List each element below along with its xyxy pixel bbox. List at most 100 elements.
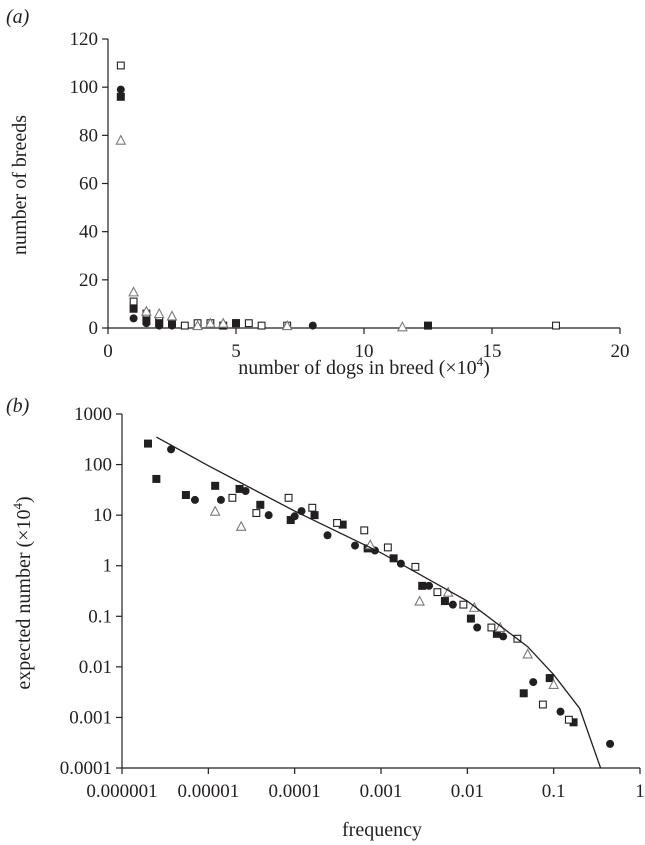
panel-a-y-tick-labels: 0 20 40 60 80 100 120: [70, 29, 99, 339]
panel-a-label: (a): [6, 6, 30, 28]
panel-a-y-tick-label: 120: [70, 29, 99, 50]
panel-a-open-square-point: [129, 297, 138, 306]
panel-b-filled-square-point: [310, 511, 319, 520]
panel-a-open-square-point: [116, 61, 125, 70]
panel-b-x-tick-label: 0.01: [451, 781, 484, 802]
panel-b-filled-circle-point: [448, 600, 457, 609]
panel-a-filled-square-point: [116, 92, 125, 101]
panel-b-filled-circle-point: [529, 678, 538, 687]
panel-b-open-triangle-point: [414, 595, 426, 606]
panel-a-y-tick-label: 100: [70, 77, 99, 98]
panel-a-x-tick-label: 20: [611, 341, 630, 362]
panel-a-filled-square-point: [232, 319, 240, 328]
panel-a-open-triangle-point: [281, 319, 293, 331]
panel-b-y-tick-label: 100: [84, 455, 113, 476]
panel-b-filled-circle-point: [241, 487, 250, 496]
panel-b-filled-square-point: [143, 439, 152, 448]
panel-b-open-square-point: [459, 600, 468, 609]
panel-b-y-axis-label: expected number (×104): [10, 496, 35, 689]
panel-b-open-triangle-point: [468, 601, 480, 612]
panel-b-open-square-point: [308, 503, 317, 512]
panel-b-open-square-point: [333, 519, 342, 527]
panel-a-open-triangle-point: [217, 317, 229, 328]
panel-a-x-tick-label: 5: [231, 341, 241, 362]
panel-b-open-square-point: [411, 562, 420, 571]
panel-a-axes: [102, 38, 621, 334]
panel-b-filled-circle-point: [556, 707, 565, 716]
panel-b-filled-circle-point: [351, 541, 360, 550]
panel-b-filled-square-point: [418, 581, 427, 590]
panel-a-open-triangle-point: [115, 134, 127, 145]
panel-b-open-triangle-point: [548, 678, 560, 689]
panel-b-open-square-point: [487, 623, 496, 632]
panel-b-open-square-point: [538, 700, 547, 709]
panel-b-y-tick-label: 0.1: [88, 606, 112, 627]
panel-a-open-triangle-point: [396, 321, 408, 332]
panel-b-filled-square-point: [211, 481, 220, 490]
panel-b-filled-circle-point: [473, 623, 482, 632]
panel-b-filled-circle-point: [216, 495, 225, 504]
panel-b-filled-circle-point: [425, 581, 434, 590]
panel-a-y-tick-label: 20: [79, 270, 98, 291]
panel-a-open-triangle-point: [128, 286, 140, 297]
panel-b-filled-circle-point: [190, 495, 199, 504]
panel-b-open-square-point: [284, 493, 293, 502]
panel-b-filled-circle-point: [606, 739, 615, 748]
panel-b-x-axis-label: frequency: [342, 819, 422, 841]
panel-b-y-tick-label: 10: [93, 505, 112, 526]
panel-b-open-square-point: [564, 715, 573, 724]
panel-a-filled-circle-point: [116, 85, 125, 94]
panel-b-y-tick-labels: 0.0001 0.001 0.01 0.1 1 10 100 1000: [60, 404, 112, 779]
panel-b-x-tick-label: 0.001: [360, 781, 403, 802]
panel-a: (a) 0 5 10 15 20 0 20 40 60 80 100 120 number of d…: [6, 6, 630, 379]
panel-b-axes: [116, 413, 641, 774]
panel-a-x-tick-labels: 0 5 10 15 20: [103, 341, 629, 362]
panel-a-x-tick-label: 15: [483, 341, 502, 362]
panel-a-open-triangle-point: [192, 319, 204, 331]
panel-b-filled-circle-point: [167, 445, 176, 454]
panel-a-filled-square-point: [155, 319, 164, 328]
panel-a-x-axis-label: number of dogs in breed (×104): [238, 354, 490, 379]
panel-b-filled-circle-point: [264, 511, 273, 520]
panel-b-x-tick-label: 0.000001: [86, 781, 157, 802]
panel-a-points: [115, 61, 560, 332]
panel-b-filled-square-point: [519, 689, 528, 698]
panel-a-open-triangle-point: [204, 317, 216, 328]
panel-a-y-tick-label: 60: [79, 174, 98, 195]
panel-a-y-axis-label: number of breeds: [9, 115, 31, 255]
panel-b-label: (b): [6, 395, 30, 417]
panel-a-x-tick-label: 0: [103, 341, 113, 362]
panel-b-x-tick-label: 0.0001: [269, 781, 321, 802]
panel-b-y-tick-label: 0.01: [79, 657, 112, 678]
panel-b-filled-square-point: [152, 474, 161, 483]
panel-b-filled-square-point: [545, 674, 554, 683]
panel-a-filled-square-point: [142, 316, 151, 325]
panel-b-filled-square-point: [181, 491, 190, 500]
panel-b-filled-circle-point: [290, 512, 299, 521]
panel-a-filled-square-point: [424, 321, 432, 330]
panel-a-y-tick-label: 40: [79, 222, 98, 243]
panel-b-filled-square-point: [569, 718, 578, 727]
panel-b-y-tick-label: 1000: [74, 404, 112, 425]
panel-b-x-tick-labels: 0.000001 0.00001 0.0001 0.001 0.01 0.1 1: [86, 781, 644, 802]
panel-b-x-tick-label: 0.00001: [177, 781, 239, 802]
panel-b-open-triangle-point: [235, 520, 247, 531]
panel-b-open-triangle-point: [522, 648, 534, 659]
panel-b-open-square-point: [228, 493, 237, 502]
panel-a-x-tick-label: 10: [355, 341, 374, 362]
panel-a-y-tick-label: 80: [79, 125, 98, 146]
panel-a-filled-circle-point: [129, 314, 138, 323]
panel-b-fit-line: [156, 436, 602, 769]
panel-a-open-triangle-point: [140, 305, 152, 316]
panel-b-filled-square-point: [286, 516, 295, 525]
panel-b-open-square-point: [252, 509, 261, 517]
panel-b-filled-square-point: [256, 500, 265, 509]
panel-b-filled-square-point: [492, 629, 501, 638]
panel-b-filled-square-point: [338, 520, 347, 529]
panel-a-x-axis-label-exponent: 4: [477, 354, 484, 369]
panel-b-filled-square-point: [235, 484, 244, 493]
panel-a-open-square-point: [180, 321, 189, 330]
panel-a-open-square-point: [257, 321, 266, 330]
panel-a-open-square-point: [552, 321, 560, 330]
